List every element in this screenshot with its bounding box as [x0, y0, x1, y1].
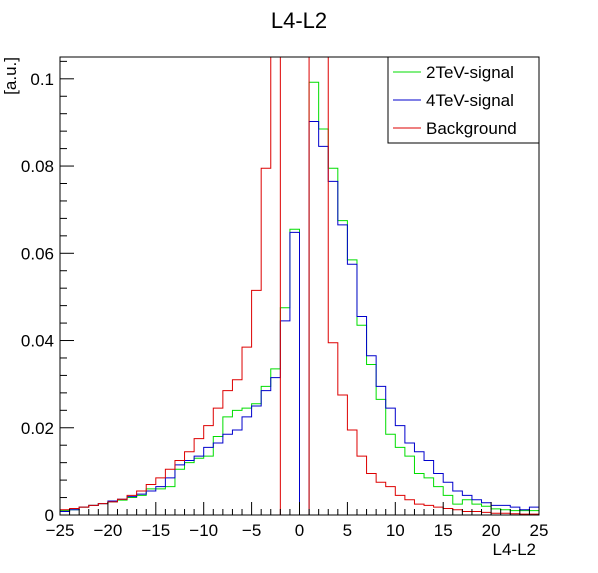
- axis-layer: −25 −20 −15 −10 −5 0 5 10 15 20 25 0 0.02 0.04 0.06 0.0…: [21, 60, 549, 540]
- y-tick-label: 0.1: [30, 70, 54, 89]
- x-axis-label: L4-L2: [493, 540, 536, 559]
- legend-label-background: Background: [426, 119, 517, 138]
- x-tick-label: −5: [242, 521, 261, 540]
- x-tick-label: 15: [434, 521, 453, 540]
- y-tick-label: 0.08: [21, 157, 54, 176]
- y-axis-label: [a.u.]: [1, 57, 20, 95]
- legend-label-2tev: 2TeV-signal: [426, 63, 514, 82]
- x-tick-label: −15: [141, 521, 170, 540]
- x-tick-label: −25: [46, 521, 75, 540]
- series-4tev-signal: [60, 121, 539, 516]
- x-tick-label: 0: [295, 521, 304, 540]
- x-tick-label: 25: [530, 521, 549, 540]
- x-tick-label: 10: [386, 521, 405, 540]
- legend-label-4tev: 4TeV-signal: [426, 91, 514, 110]
- x-tick-label: 5: [343, 521, 352, 540]
- y-tick-label: 0: [45, 506, 54, 525]
- x-tick-label: 20: [482, 521, 501, 540]
- y-tick-label: 0.06: [21, 244, 54, 263]
- y-tick-label: 0.04: [21, 332, 54, 351]
- x-tick-label: −10: [189, 521, 218, 540]
- legend: 2TeV-signal 4TeV-signal Background: [387, 56, 540, 144]
- y-tick-label: 0.02: [21, 419, 54, 438]
- x-tick-label: −20: [93, 521, 122, 540]
- chart-title: L4-L2: [271, 8, 327, 33]
